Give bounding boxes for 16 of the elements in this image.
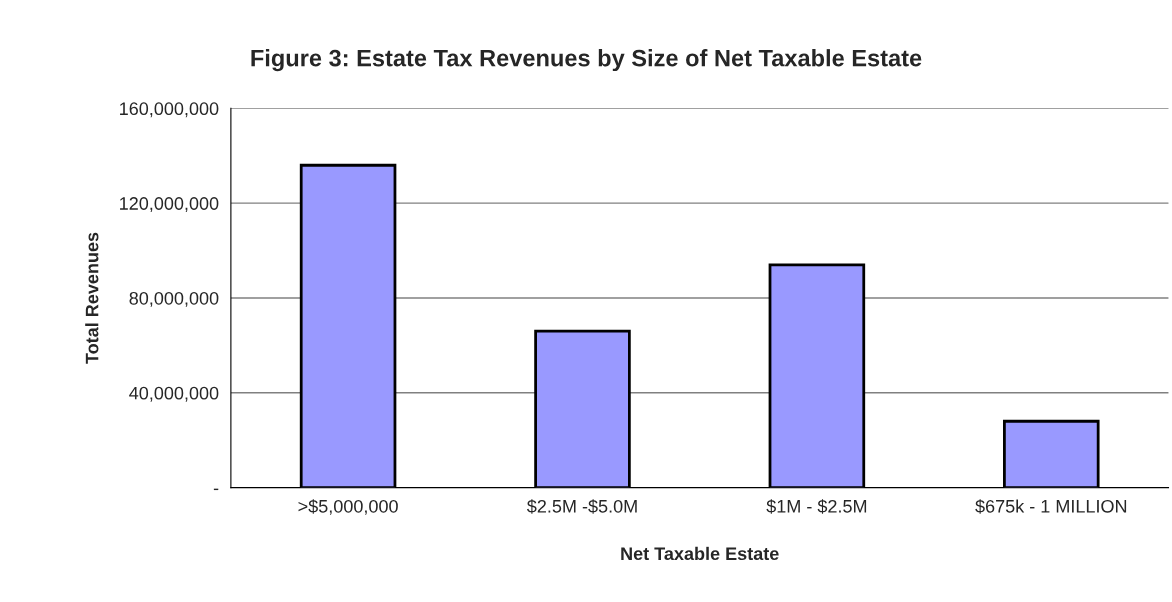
bar	[534, 329, 631, 488]
x-tick-label: >$5,000,000	[298, 499, 398, 515]
y-tick-label: -	[213, 488, 219, 491]
bar	[1003, 419, 1100, 488]
y-tick-label: 120,000,000	[120, 197, 219, 213]
y-tick-label: 80,000,000	[129, 291, 219, 307]
y-tick-label: 160,000,000	[120, 102, 219, 118]
x-tick-label: $2.5M -$5.0M	[526, 499, 637, 514]
bar	[299, 163, 397, 488]
x-tick-label: $675k - 1 MILLION	[975, 499, 1127, 514]
bar	[768, 263, 866, 488]
y-axis-title: Total Revenues	[85, 232, 99, 364]
x-axis-title: Net Taxable Estate	[621, 546, 779, 561]
chart-title: Figure 3: Estate Tax Revenues by Size of Net Taxable Estate	[251, 49, 922, 72]
x-tick-label: $1M - $2.5M	[766, 499, 867, 514]
y-tick-label: 40,000,000	[129, 386, 219, 402]
